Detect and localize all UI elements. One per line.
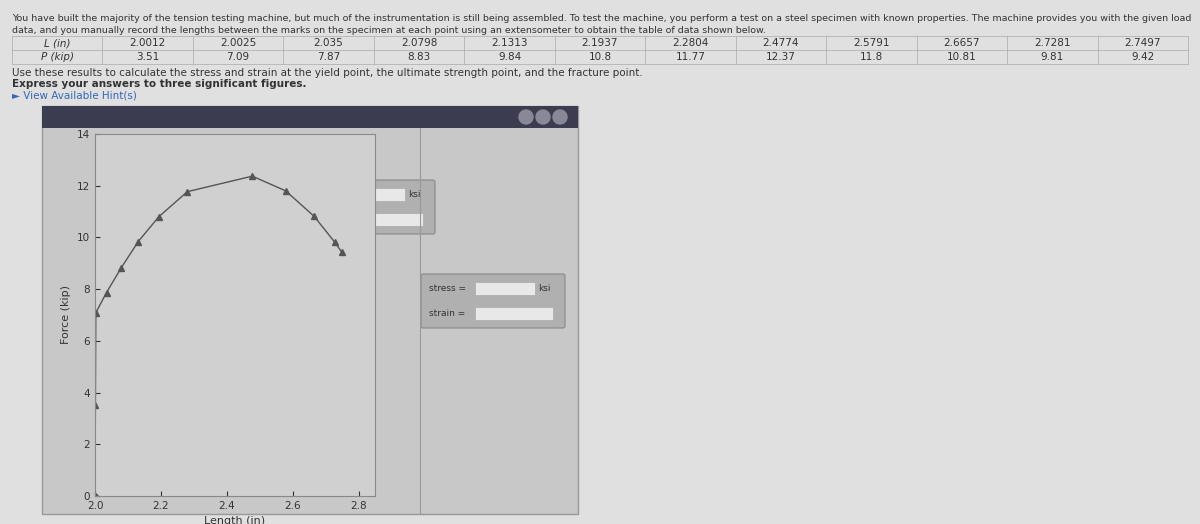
FancyBboxPatch shape <box>42 106 578 128</box>
Text: ksi: ksi <box>538 284 551 293</box>
Text: 2.7497: 2.7497 <box>1124 38 1162 48</box>
Text: data, and you manually record the lengths between the marks on the specimen at e: data, and you manually record the length… <box>12 26 766 35</box>
Text: stress =: stress = <box>430 284 466 293</box>
FancyBboxPatch shape <box>180 322 240 335</box>
Text: 12.37: 12.37 <box>766 52 796 62</box>
Text: 2.0025: 2.0025 <box>220 38 257 48</box>
Text: 2.035: 2.035 <box>313 38 343 48</box>
FancyBboxPatch shape <box>42 106 578 514</box>
Text: P (kip): P (kip) <box>41 52 73 62</box>
Text: 2.0012: 2.0012 <box>130 38 166 48</box>
Circle shape <box>520 110 533 124</box>
Text: 11.77: 11.77 <box>676 52 706 62</box>
Text: 2.7281: 2.7281 <box>1034 38 1070 48</box>
Text: 8.83: 8.83 <box>408 52 431 62</box>
FancyBboxPatch shape <box>292 180 436 234</box>
Text: Express your answers to three significant figures.: Express your answers to three significan… <box>12 79 306 89</box>
FancyBboxPatch shape <box>475 307 553 320</box>
FancyBboxPatch shape <box>475 281 535 296</box>
Text: Use these results to calculate the stress and strain at the yield point, the ult: Use these results to calculate the stres… <box>12 68 643 78</box>
Text: 2.1937: 2.1937 <box>582 38 618 48</box>
Text: 2.4774: 2.4774 <box>763 38 799 48</box>
Text: ► View Available Hint(s): ► View Available Hint(s) <box>12 90 137 100</box>
Text: stress =: stress = <box>134 324 172 333</box>
Text: strain =: strain = <box>430 309 466 318</box>
Text: strain =: strain = <box>299 215 335 224</box>
X-axis label: Length (in): Length (in) <box>204 517 265 524</box>
Text: 10.81: 10.81 <box>947 52 977 62</box>
FancyBboxPatch shape <box>126 314 270 368</box>
Text: 2.5791: 2.5791 <box>853 38 889 48</box>
Text: ksi: ksi <box>242 324 256 333</box>
Text: 2.1313: 2.1313 <box>491 38 528 48</box>
Text: 7.09: 7.09 <box>227 52 250 62</box>
Circle shape <box>553 110 568 124</box>
Text: 7.87: 7.87 <box>317 52 341 62</box>
Text: You have built the majority of the tension testing machine, but much of the inst: You have built the majority of the tensi… <box>12 14 1192 23</box>
Text: 9.42: 9.42 <box>1132 52 1154 62</box>
Text: 9.84: 9.84 <box>498 52 521 62</box>
Text: 9.81: 9.81 <box>1040 52 1064 62</box>
Text: stress =: stress = <box>299 190 336 199</box>
Text: L (in): L (in) <box>44 38 71 48</box>
Text: 3.51: 3.51 <box>136 52 160 62</box>
Circle shape <box>536 110 550 124</box>
Text: 2.6657: 2.6657 <box>943 38 980 48</box>
Y-axis label: Force (kip): Force (kip) <box>61 286 71 344</box>
FancyBboxPatch shape <box>421 274 565 328</box>
Text: ksi: ksi <box>408 190 420 199</box>
Text: 10.8: 10.8 <box>588 52 612 62</box>
Text: 11.8: 11.8 <box>859 52 883 62</box>
FancyBboxPatch shape <box>346 188 406 201</box>
Text: 2.0798: 2.0798 <box>401 38 437 48</box>
FancyBboxPatch shape <box>346 213 424 226</box>
FancyBboxPatch shape <box>180 346 258 361</box>
Text: 2.2804: 2.2804 <box>672 38 709 48</box>
Text: strain =: strain = <box>134 349 170 358</box>
